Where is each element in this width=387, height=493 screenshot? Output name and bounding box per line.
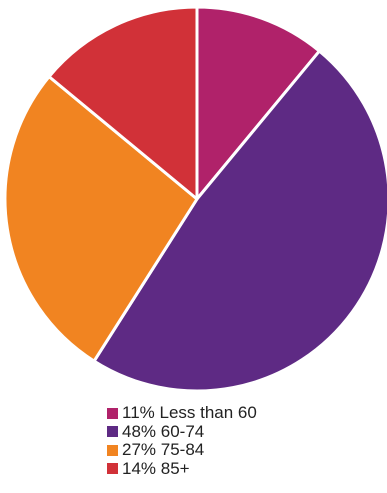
legend-label: 48% 60-74: [122, 421, 205, 441]
legend-item: 11% Less than 60: [107, 404, 377, 423]
legend-item: 48% 60-74: [107, 421, 377, 442]
legend-swatch: [107, 444, 118, 456]
pie-slice: [3, 75, 199, 363]
pie-slice: [195, 5, 321, 201]
pie-slice: [47, 5, 199, 201]
pie-chart: [3, 5, 387, 393]
legend-label: 14% 85+: [122, 458, 190, 478]
legend-label: 11% Less than 60: [122, 403, 257, 423]
chart-legend: 11% Less than 60 48% 60-74 27% 75-84 14%…: [107, 404, 377, 478]
legend-item: 14% 85+: [107, 458, 377, 479]
legend-swatch: [107, 426, 118, 438]
pie-slice: [92, 49, 387, 393]
legend-swatch: [107, 463, 118, 475]
legend-item: 27% 75-84: [107, 441, 377, 460]
legend-swatch: [107, 407, 118, 419]
legend-label: 27% 75-84: [122, 440, 205, 460]
